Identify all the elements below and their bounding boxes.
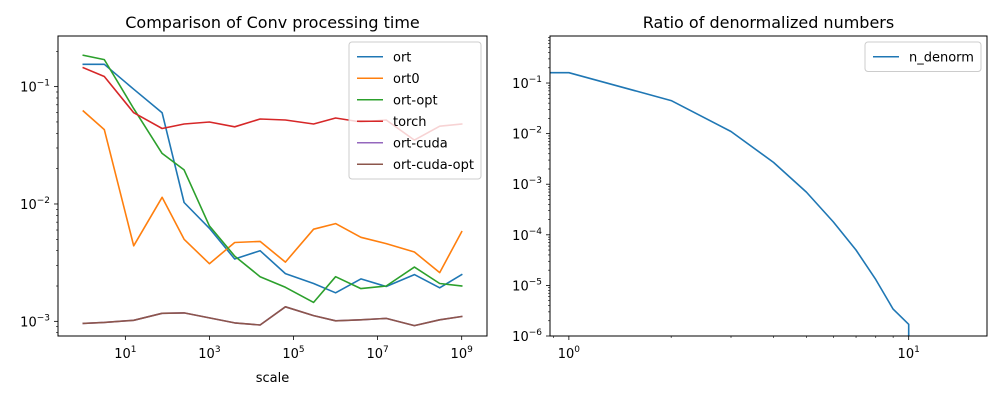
legend-entry-ort-cuda-opt: ort-cuda-opt xyxy=(357,158,474,173)
legend-label: ort-opt xyxy=(393,93,438,108)
series-line-n-denorm xyxy=(550,71,910,336)
y-tick-exponent: −3 xyxy=(37,313,50,323)
y-tick-exponent: −5 xyxy=(529,277,542,287)
conv-time-chart-title: Comparison of Conv processing time xyxy=(125,13,420,32)
legend-entry-ort: ort xyxy=(357,50,411,65)
y-tick-base: 10 xyxy=(20,198,37,213)
y-tick-exponent: −2 xyxy=(529,126,542,136)
y-tick-exponent: −2 xyxy=(37,196,50,206)
conv-time-chart: 101 103 105 107 109 10−310−210−1 Comparison … xyxy=(20,13,488,386)
legend-label: ort-cuda xyxy=(393,136,448,151)
conv-time-y-tick: 10−2 xyxy=(20,196,58,213)
y-tick-base: 10 xyxy=(512,279,529,294)
legend-entry-ort-opt: ort-opt xyxy=(357,93,438,108)
denorm-ratio-series-group xyxy=(550,71,910,336)
y-tick-base: 10 xyxy=(20,315,37,330)
denorm-ratio-legend: n_denorm xyxy=(864,41,982,72)
denorm-ratio-y-tick: 10−3 xyxy=(512,176,550,193)
denorm-ratio-chart-title: Ratio of denormalized numbers xyxy=(643,13,894,32)
legend-entry-ort-cuda: ort-cuda xyxy=(357,136,448,151)
legend-label: ort-cuda-opt xyxy=(393,158,474,173)
y-tick-label: 10−1 xyxy=(512,75,542,92)
conv-time-legend: ort ort0 ort-opt torch ort-cuda ort-cuda-opt xyxy=(348,41,482,180)
denorm-ratio-y-tick: 10−6 xyxy=(512,328,550,345)
y-tick-base: 10 xyxy=(512,128,529,143)
y-tick-label: 10−2 xyxy=(512,126,542,143)
legend-label: n_denorm xyxy=(909,50,974,65)
legend-label: ort xyxy=(393,50,411,65)
denorm-ratio-y-tick: 10−4 xyxy=(512,227,550,244)
y-tick-exponent: −3 xyxy=(529,176,542,186)
denorm-ratio-y-tick: 10−5 xyxy=(512,277,550,294)
y-tick-label: 10−1 xyxy=(20,79,50,96)
conv-time-plot-frame xyxy=(57,35,488,337)
y-tick-exponent: −1 xyxy=(37,79,50,89)
conv-time-y-tick: 10−1 xyxy=(20,79,58,96)
conv-time-series-group xyxy=(82,54,463,327)
y-tick-exponent: −1 xyxy=(529,75,542,85)
x-tick-exponent: 5 xyxy=(299,345,305,355)
series-line-ort0 xyxy=(82,109,463,274)
conv-time-x-axis-label: scale xyxy=(256,371,290,386)
x-tick-exponent: 0 xyxy=(574,345,580,355)
y-tick-base: 10 xyxy=(20,81,37,96)
legend-entry-torch: torch xyxy=(357,115,427,130)
x-tick-exponent: 3 xyxy=(215,345,221,355)
y-tick-label: 10−4 xyxy=(512,227,542,244)
denorm-ratio-chart: 100 101 10−610−510−410−310−210−1 Ratio of… xyxy=(512,13,988,362)
series-line-ort-cuda-opt xyxy=(82,305,463,327)
legend-label: torch xyxy=(393,115,427,130)
y-tick-base: 10 xyxy=(512,77,529,92)
denorm-ratio-legend-box xyxy=(864,41,982,72)
x-tick-exponent: 9 xyxy=(467,345,473,355)
x-tick-exponent: 7 xyxy=(383,345,389,355)
conv-time-y-tick: 10−3 xyxy=(20,313,58,330)
x-tick-exponent: 1 xyxy=(131,345,137,355)
y-tick-base: 10 xyxy=(512,229,529,244)
y-tick-exponent: −4 xyxy=(529,227,543,237)
legend-entry-n-denorm: n_denorm xyxy=(873,50,974,65)
y-tick-label: 10−5 xyxy=(512,277,542,294)
denorm-ratio-plot-frame xyxy=(549,35,988,337)
y-tick-label: 10−3 xyxy=(512,176,542,193)
legend-label: ort0 xyxy=(393,72,420,87)
y-tick-label: 10−6 xyxy=(512,328,542,345)
conv-time-legend-box xyxy=(348,41,482,180)
denorm-ratio-y-ticks: 10−610−510−410−310−210−1 xyxy=(512,37,550,345)
y-tick-base: 10 xyxy=(512,330,529,345)
x-tick-exponent: 1 xyxy=(914,345,920,355)
y-tick-label: 10−3 xyxy=(20,313,50,330)
series-line-ort-opt xyxy=(82,54,463,304)
y-tick-base: 10 xyxy=(512,178,529,193)
y-tick-exponent: −6 xyxy=(529,328,543,338)
y-tick-label: 10−2 xyxy=(20,196,50,213)
denorm-ratio-y-tick: 10−1 xyxy=(512,75,550,92)
denorm-ratio-y-tick: 10−2 xyxy=(512,126,550,143)
series-line-ort xyxy=(82,63,463,294)
legend-entry-ort0: ort0 xyxy=(357,72,420,87)
